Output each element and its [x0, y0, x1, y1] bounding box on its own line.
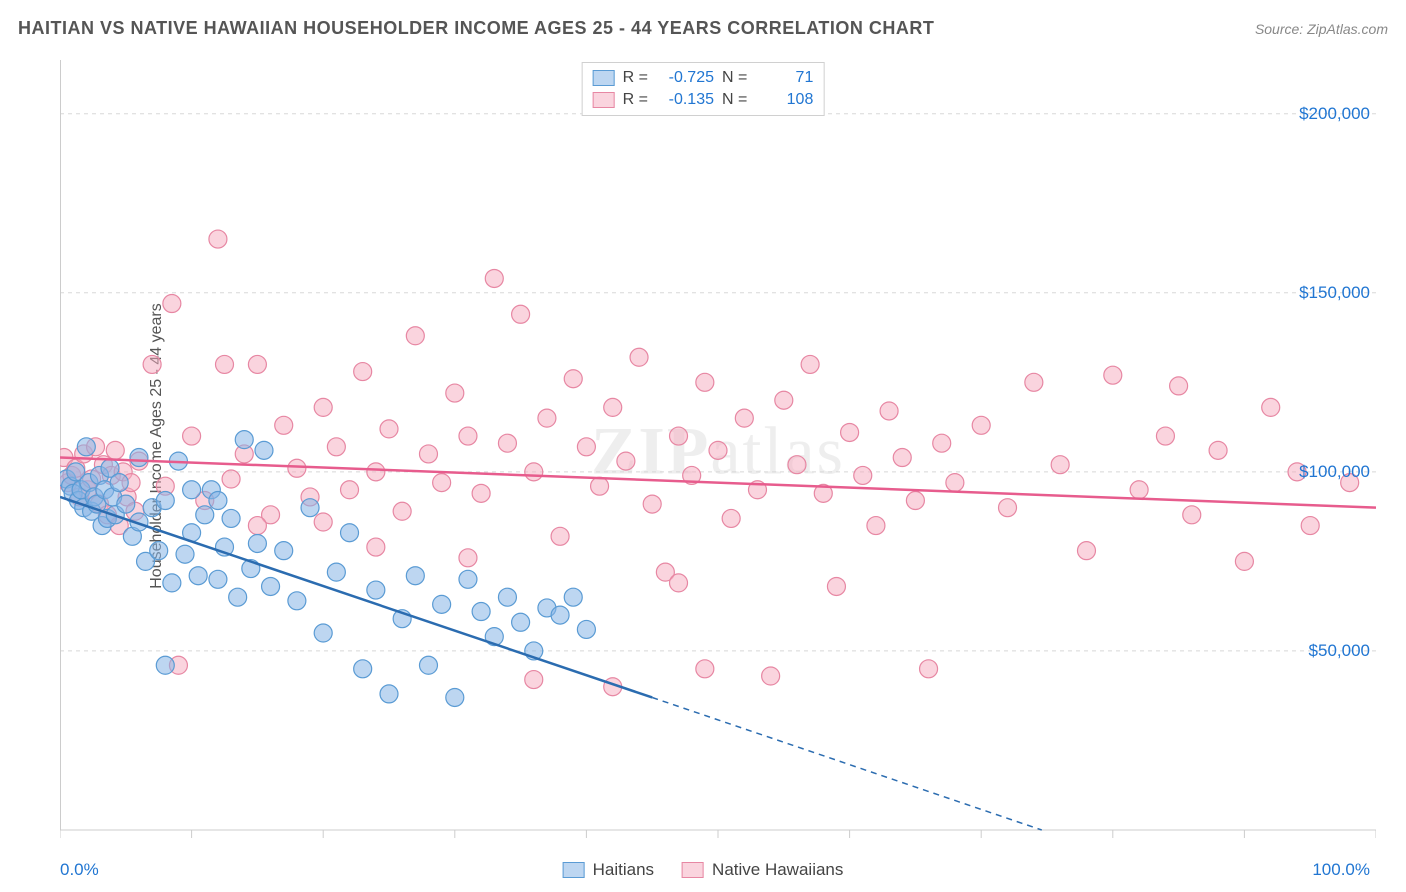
- y-tick-200000: $200,000: [1299, 104, 1370, 124]
- r-label: R =: [623, 69, 648, 87]
- n-value-hawaiians: 108: [755, 91, 813, 109]
- y-tick-100000: $100,000: [1299, 462, 1370, 482]
- n-value-haitians: 71: [755, 69, 813, 87]
- n-label: N =: [722, 91, 747, 109]
- r-value-hawaiians: -0.135: [656, 91, 714, 109]
- chart-title: HAITIAN VS NATIVE HAWAIIAN HOUSEHOLDER I…: [18, 18, 934, 39]
- r-value-haitians: -0.725: [656, 69, 714, 87]
- legend-swatch-haitians-b: [563, 862, 585, 878]
- y-tick-50000: $50,000: [1309, 641, 1370, 661]
- legend-item-haitians: Haitians: [563, 860, 654, 880]
- n-label: N =: [722, 69, 747, 87]
- legend-row-hawaiians: R = -0.135 N = 108: [593, 89, 814, 111]
- legend-swatch-hawaiians-b: [682, 862, 704, 878]
- r-label: R =: [623, 91, 648, 109]
- legend-correlation: R = -0.725 N = 71 R = -0.135 N = 108: [582, 62, 825, 116]
- legend-series: Haitians Native Hawaiians: [563, 860, 844, 880]
- legend-label-haitians: Haitians: [593, 860, 654, 880]
- x-tick-100: 100.0%: [1312, 860, 1370, 880]
- legend-row-haitians: R = -0.725 N = 71: [593, 67, 814, 89]
- legend-swatch-hawaiians: [593, 92, 615, 108]
- scatter-chart: [60, 60, 1376, 842]
- x-tick-0: 0.0%: [60, 860, 99, 880]
- legend-label-hawaiians: Native Hawaiians: [712, 860, 843, 880]
- legend-item-hawaiians: Native Hawaiians: [682, 860, 843, 880]
- chart-source: Source: ZipAtlas.com: [1255, 21, 1388, 37]
- y-tick-150000: $150,000: [1299, 283, 1370, 303]
- chart-area: ZIPatlas: [60, 60, 1376, 842]
- legend-swatch-haitians: [593, 70, 615, 86]
